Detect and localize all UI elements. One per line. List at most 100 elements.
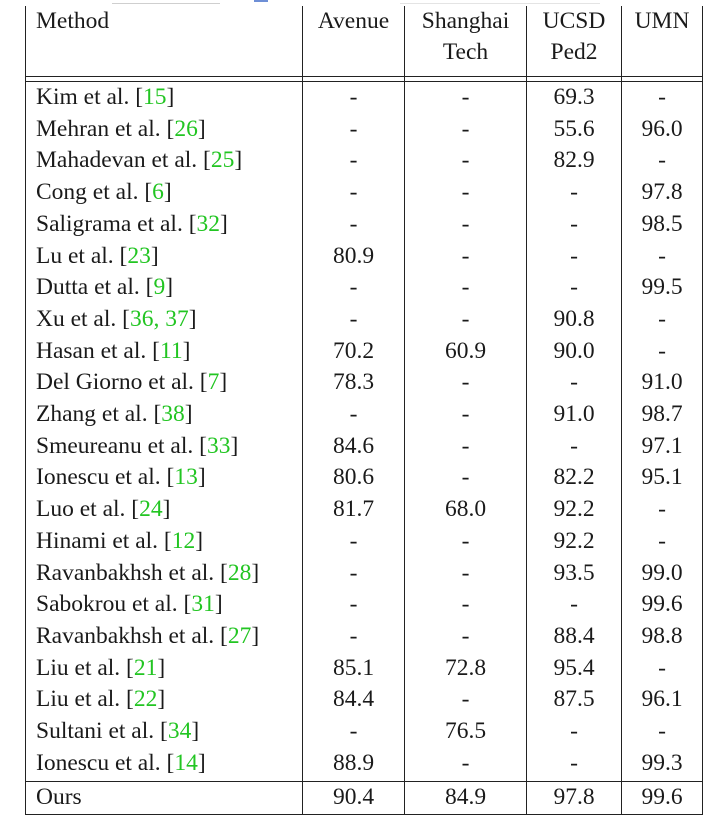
citation-link[interactable]: 9	[153, 274, 166, 301]
method-cell: Luo et al. [24]	[25, 494, 303, 526]
table-row: Liu et al. [21] 85.1 72.8 95.4-	[25, 652, 703, 685]
shanghaitech-cell: -	[404, 525, 527, 558]
table-row: Hinami et al. [12] - -92.2-	[25, 525, 703, 558]
ucsd-cell: 95.4	[526, 652, 622, 685]
avenue-cell: -	[302, 272, 405, 304]
ours-avenue: 90.4	[302, 781, 405, 816]
method-cell: Mahadevan et al. [25]	[25, 145, 303, 178]
umn-cell: 97.1	[621, 430, 703, 463]
citation-link[interactable]: 24	[139, 496, 163, 523]
method-cell: Del Giorno et al. [7]	[25, 367, 303, 400]
method-cell: Liu et al. [21]	[25, 652, 303, 685]
citation-close: ]	[251, 622, 260, 649]
method-cell: Sultani et al. [34]	[25, 716, 303, 748]
citation-close: ]	[188, 305, 197, 332]
ours-umn: 99.6	[621, 781, 703, 816]
ucsd-cell: -	[526, 240, 622, 273]
citation-link[interactable]: 12	[171, 527, 196, 554]
avenue-cell: -	[302, 620, 405, 653]
method-author: Liu et al. [	[36, 686, 134, 713]
shanghaitech-cell: -	[404, 177, 527, 209]
method-author: Mahadevan et al. [	[36, 147, 211, 174]
citation-close: ]	[157, 686, 166, 713]
citation-link[interactable]: 25	[210, 147, 235, 174]
citation-link[interactable]: 21	[133, 654, 158, 681]
citation-link[interactable]: 28	[227, 559, 252, 586]
umn-cell: 98.5	[621, 208, 703, 241]
citation-link[interactable]: 26	[174, 115, 198, 142]
method-author: Ionescu et al. [	[36, 464, 175, 491]
method-author: Sultani et al. [	[36, 718, 168, 745]
avenue-cell: 78.3	[302, 367, 405, 400]
umn-cell: 99.0	[621, 557, 703, 590]
citation-link[interactable]: 31	[191, 591, 215, 618]
citation-link[interactable]: 13	[174, 464, 198, 491]
citation-link[interactable]: 33	[206, 432, 231, 459]
citation-link[interactable]: 6	[152, 179, 164, 206]
citation-link[interactable]: 23	[127, 242, 151, 269]
citation-link[interactable]: 32	[196, 210, 221, 237]
method-author: Xu et al. [	[36, 305, 130, 332]
table-row: Ravanbakhsh et al. [28] - -93.5 99.0	[25, 557, 703, 590]
shanghaitech-cell: -	[404, 620, 527, 653]
header-ucsd-line1: UCSD	[542, 8, 606, 34]
avenue-cell: 84.4	[302, 684, 405, 717]
shanghaitech-cell: 68.0	[404, 494, 527, 526]
citation-link[interactable]: 34	[167, 718, 192, 745]
umn-cell: -	[621, 145, 703, 178]
method-cell: Xu et al. [36, 37]	[25, 303, 303, 336]
umn-cell: -	[621, 494, 703, 526]
umn-cell: -	[621, 303, 703, 336]
citation-link[interactable]: 11	[159, 337, 183, 364]
method-author: Sabokrou et al. [	[36, 591, 192, 618]
avenue-cell: -	[302, 145, 405, 178]
citation-link[interactable]: 15	[143, 84, 167, 110]
citation-link[interactable]: 22	[133, 686, 158, 713]
table-row: Ionescu et al. [13] 80.6-82.2 95.1	[25, 462, 703, 495]
shanghaitech-cell: -	[404, 462, 527, 495]
citation-link[interactable]: 36, 37	[129, 305, 189, 332]
method-author: Liu et al. [	[36, 654, 134, 681]
umn-cell: -	[621, 335, 703, 368]
method-cell: Liu et al. [22]	[25, 684, 303, 717]
ucsd-cell: -	[526, 589, 622, 621]
umn-cell: -	[621, 81, 703, 114]
table-row: Sabokrou et al. [31] - - -99.6	[25, 589, 703, 621]
citation-close: ]	[182, 337, 191, 364]
shanghaitech-cell: 60.9	[404, 335, 527, 368]
shanghaitech-cell: -	[404, 240, 527, 273]
shanghaitech-cell: 76.5	[404, 716, 527, 748]
method-cell: Sabokrou et al. [31]	[25, 589, 303, 621]
ucsd-cell: 55.6	[526, 113, 622, 146]
ucsd-cell: 90.8	[526, 303, 622, 336]
citation-close: ]	[162, 496, 171, 523]
method-cell: Mehran et al. [26]	[25, 113, 303, 146]
ucsd-cell: 92.2	[526, 494, 622, 526]
citation-close: ]	[166, 84, 175, 110]
citation-close: ]	[234, 147, 243, 174]
avenue-cell: -	[302, 177, 405, 209]
avenue-cell: 84.6	[302, 430, 405, 463]
method-cell: Ionescu et al. [13]	[25, 462, 303, 495]
citation-close: ]	[251, 559, 260, 586]
method-author: Zhang et al. [	[36, 401, 162, 428]
citation-link[interactable]: 27	[227, 622, 252, 649]
citation-close: ]	[230, 432, 239, 459]
shanghaitech-cell: -	[404, 145, 527, 178]
citation-link[interactable]: 14	[174, 749, 198, 776]
table-row: Luo et al. [24] 81.7 68.0 92.2-	[25, 494, 703, 526]
citation-link[interactable]: 7	[207, 369, 220, 396]
umn-cell: 95.1	[621, 462, 703, 495]
header-gap	[25, 76, 703, 82]
method-cell: Ravanbakhsh et al. [27]	[25, 620, 303, 653]
method-author: Hinami et al. [	[36, 527, 172, 554]
umn-cell: 99.6	[621, 589, 703, 621]
shanghaitech-cell: -	[404, 303, 527, 336]
method-cell: Cong et al. [6]	[25, 177, 303, 209]
citation-close: ]	[157, 654, 166, 681]
avenue-cell: -	[302, 525, 405, 558]
citation-link[interactable]: 38	[161, 401, 185, 428]
avenue-cell: -	[302, 399, 405, 431]
method-cell: Ravanbakhsh et al. [28]	[25, 557, 303, 590]
method-cell: Zhang et al. [38]	[25, 399, 303, 431]
